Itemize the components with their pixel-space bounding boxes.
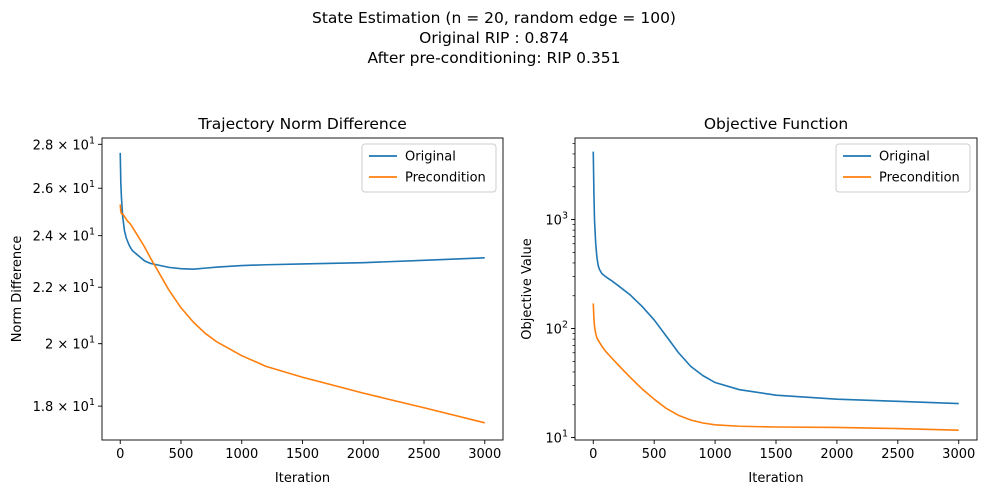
x-tick-label: 3000 [942,447,975,462]
legend-label-original: Original [405,150,456,165]
x-tick-label: 3000 [468,447,501,462]
legend: Original Precondition [361,143,497,193]
x-tick-label: 500 [642,447,667,462]
y-tick-label: 2.8 × 101 [33,135,95,153]
x-tick-label: 1500 [286,447,319,462]
series-line-precondition [592,303,959,431]
x-tick-label: 2000 [347,447,380,462]
x-tick-label: 1500 [759,447,792,462]
chart-panel-1: 0 500 1000 1500 2000 2500 3000 1.8 × 101 2 × 101… [10,115,504,486]
y-tick-label: 1.8 × 101 [33,397,95,415]
y-tick-label: 2.2 × 101 [33,278,95,296]
series-line-original [592,151,959,405]
legend-label-precondition: Precondition [405,171,486,186]
x-tick-label: 1000 [225,447,258,462]
chart-panel-2: 0 500 1000 1500 2000 2500 3000 101 102 103 Iterati… [520,115,978,486]
chart-title: Objective Function [704,115,848,133]
figure-title: State Estimation (n = 20, random edge = … [0,8,988,68]
x-tick-label: 2500 [881,447,914,462]
y-tick-label: 2.4 × 101 [33,227,95,245]
x-axis-label: Iteration [275,471,330,486]
chart-title: Trajectory Norm Difference [197,115,407,133]
legend: Original Precondition [835,143,971,193]
x-tick-label: 2000 [820,447,853,462]
legend-label-original: Original [879,150,930,165]
y-tick-label: 102 [545,320,568,338]
x-tick-label: 2500 [407,447,440,462]
x-axis-label: Iteration [748,471,803,486]
x-tick-label: 0 [116,447,124,462]
x-tick-label: 1000 [699,447,732,462]
figure-title-line-1: State Estimation (n = 20, random edge = … [312,9,676,27]
x-tick-label: 500 [169,447,194,462]
figure-title-line-3: After pre-conditioning: RIP 0.351 [367,49,621,67]
series-line-original [119,152,485,270]
series-line-precondition [119,204,485,424]
y-tick-label: 2.6 × 101 [33,179,95,197]
figure-title-line-2: Original RIP : 0.874 [419,29,569,47]
y-tick-label: 2 × 101 [45,335,95,353]
y-axis-label: Objective Value [520,238,535,339]
legend-label-precondition: Precondition [879,171,960,186]
x-tick-label: 0 [589,447,597,462]
y-tick-label: 101 [545,429,568,447]
y-axis-label: Norm Difference [10,236,25,343]
y-tick-label: 103 [545,211,568,229]
